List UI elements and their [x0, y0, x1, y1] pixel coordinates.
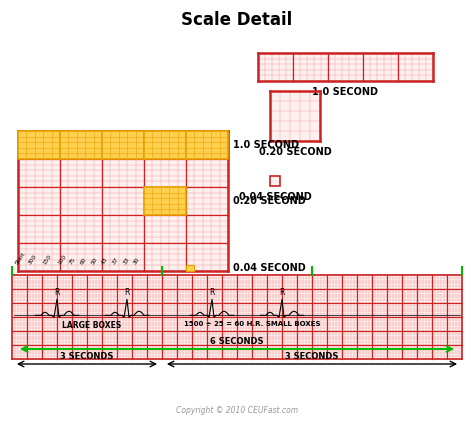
Text: 37: 37	[111, 257, 119, 266]
Bar	[18, 131, 60, 159]
Text: Copyright © 2010 CEUFast.com: Copyright © 2010 CEUFast.com	[176, 406, 298, 415]
Text: R: R	[210, 288, 215, 297]
Bar	[18, 131, 228, 271]
Bar	[270, 176, 280, 186]
Text: 33: 33	[122, 257, 130, 266]
Bar	[144, 131, 186, 159]
Text: Start: Start	[14, 251, 26, 266]
Text: 43: 43	[100, 257, 109, 266]
Bar	[186, 265, 194, 271]
Text: 1500 ÷ 25 = 60 H.R. SMALL BOXES: 1500 ÷ 25 = 60 H.R. SMALL BOXES	[184, 321, 320, 327]
Text: 0.04 SECOND: 0.04 SECOND	[238, 192, 311, 202]
Text: Scale Detail: Scale Detail	[182, 11, 292, 29]
Text: 150: 150	[42, 254, 53, 266]
Text: 0.20 SECOND: 0.20 SECOND	[259, 147, 331, 157]
Text: 60: 60	[79, 257, 87, 266]
Bar	[186, 131, 228, 159]
Text: 75: 75	[68, 257, 76, 266]
Text: 6 SECONDS: 6 SECONDS	[210, 337, 264, 346]
Bar	[60, 131, 102, 159]
Text: 0.20 SECOND: 0.20 SECOND	[233, 196, 306, 206]
Text: 3 SECONDS: 3 SECONDS	[60, 352, 114, 361]
Text: R: R	[55, 288, 60, 297]
Text: 0.04 SECOND: 0.04 SECOND	[233, 263, 306, 273]
Bar	[258, 53, 433, 81]
Bar	[102, 131, 144, 159]
Text: 50: 50	[90, 257, 99, 266]
Text: R: R	[124, 288, 130, 297]
Text: 3 SECONDS: 3 SECONDS	[285, 352, 339, 361]
Bar	[144, 187, 186, 215]
Text: 1.0 SECOND: 1.0 SECOND	[233, 140, 299, 150]
Text: 100: 100	[57, 254, 67, 266]
Text: 1.0 SECOND: 1.0 SECOND	[312, 87, 379, 97]
Text: 30: 30	[132, 257, 140, 266]
Text: R: R	[279, 288, 285, 297]
Bar	[270, 91, 320, 141]
Text: LARGE BOXES: LARGE BOXES	[63, 321, 122, 330]
Text: 300: 300	[27, 254, 37, 266]
Bar	[12, 275, 462, 359]
